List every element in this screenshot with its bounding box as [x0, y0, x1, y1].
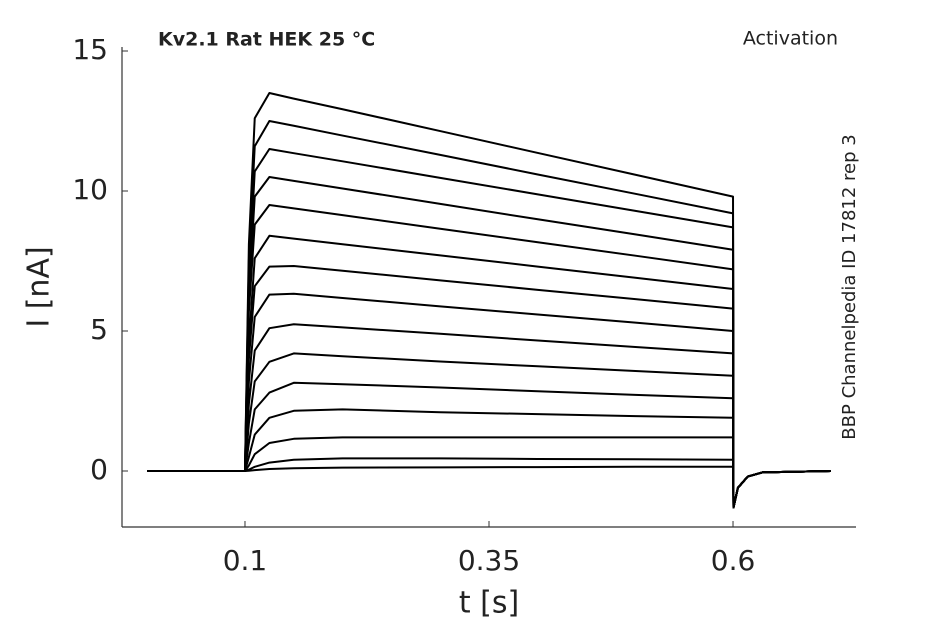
y-tick-label: 10 — [72, 173, 108, 206]
x-axis-label: t [s] — [459, 586, 519, 621]
y-axis-label: I [nA] — [22, 246, 57, 327]
y-tick-label: 5 — [90, 313, 108, 346]
x-tick-label: 0.6 — [711, 544, 756, 577]
y-tick-label: 0 — [90, 453, 108, 486]
trace — [147, 436, 831, 509]
x-tick-label: 0.1 — [223, 544, 268, 577]
annotation: BBP Channelpedia ID 17812 rep 3 — [839, 134, 860, 439]
trace — [147, 465, 831, 509]
trace — [147, 457, 831, 509]
chart-title: Kv2.1 Rat HEK 25 °C — [158, 29, 375, 51]
x-tick-label: 0.35 — [458, 544, 520, 577]
y-tick-label: 15 — [72, 33, 108, 66]
chart-subtitle: Activation — [743, 28, 838, 50]
